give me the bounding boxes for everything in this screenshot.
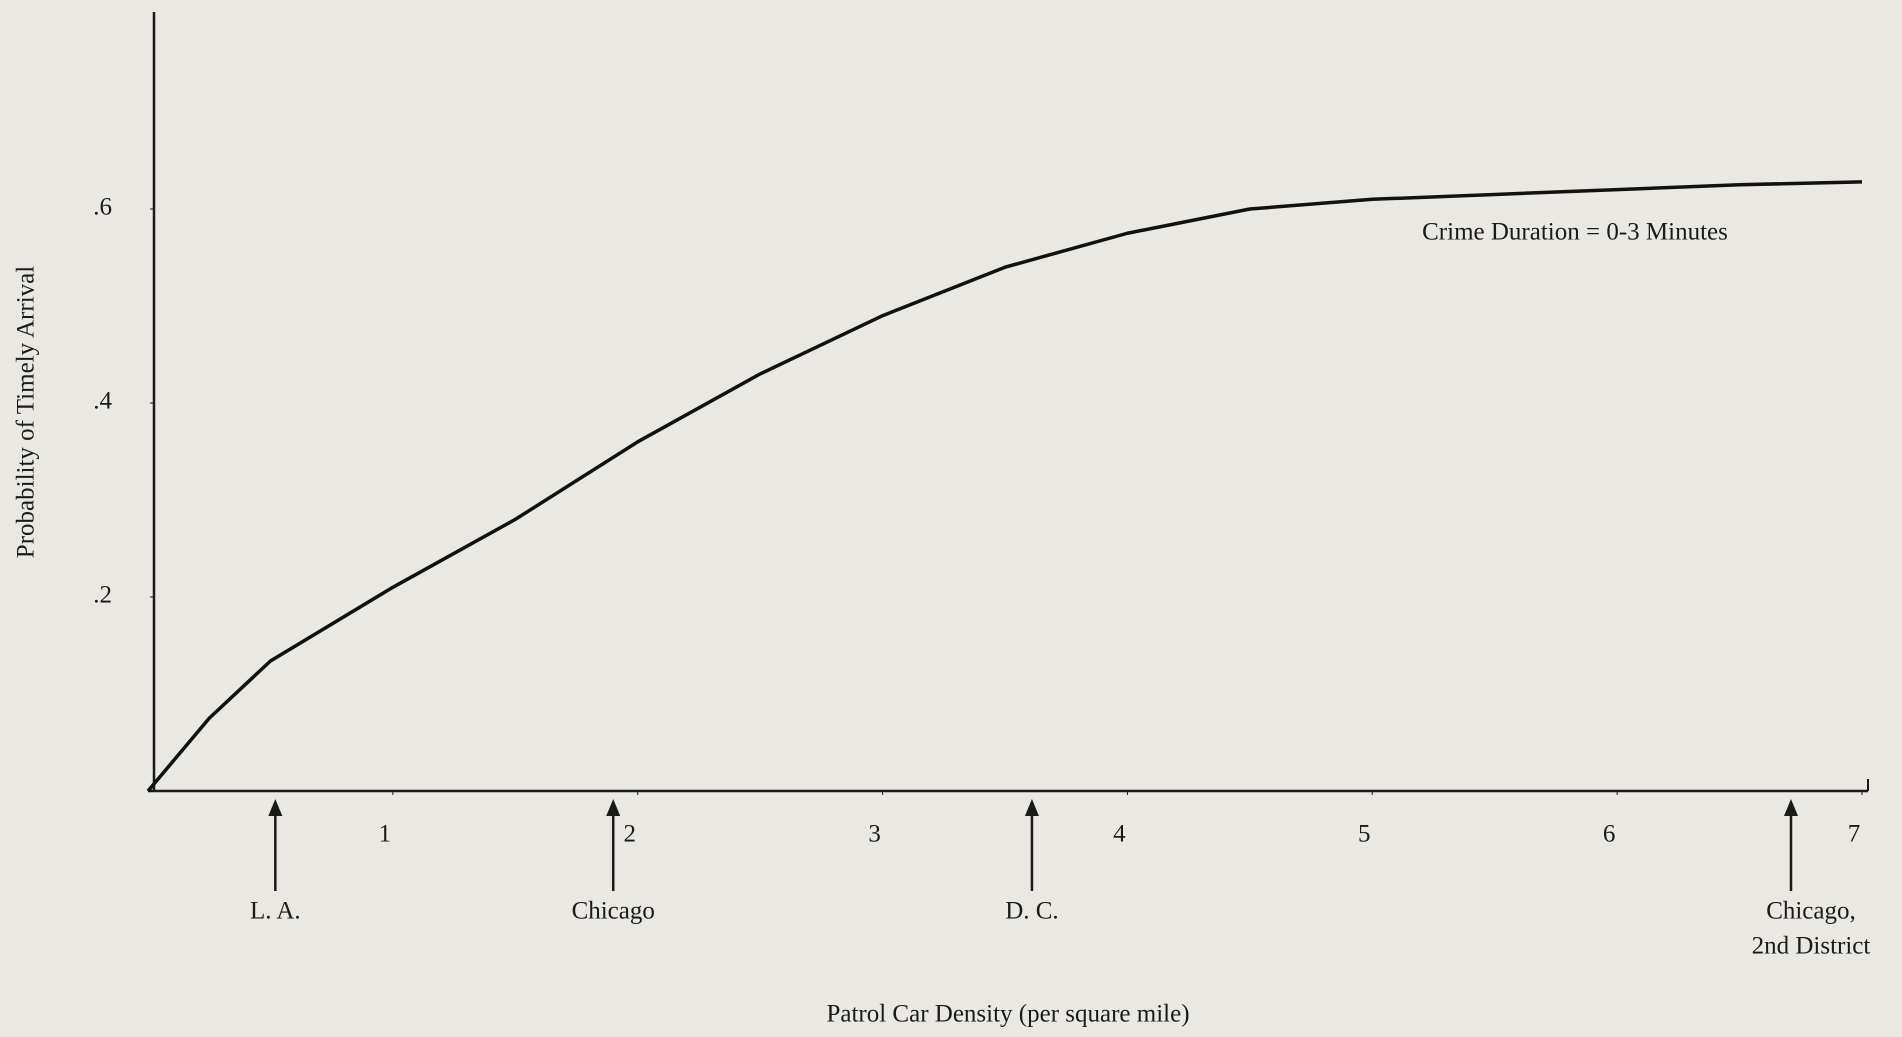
x-tick-label: 3	[868, 821, 881, 848]
x-tick-label: 4	[1113, 821, 1126, 848]
arrow-head	[1024, 799, 1039, 816]
arrow-head	[1783, 799, 1798, 816]
arrow-label: 2nd District	[1752, 933, 1871, 960]
x-tick-label: 7	[1848, 821, 1861, 848]
arrow-label: L. A.	[250, 898, 301, 925]
x-tick-label: 2	[623, 821, 636, 848]
y-axis-label: Probability of Timely Arrival	[13, 266, 40, 558]
y-tick-label: .2	[93, 582, 112, 609]
arrow-label: Chicago,	[1766, 898, 1856, 925]
y-tick-label: .6	[93, 194, 112, 221]
x-tick-label: 1	[379, 821, 392, 848]
line-series	[146, 180, 1863, 793]
arrow-label: D. C.	[1005, 898, 1058, 925]
y-tick-label: .4	[93, 388, 112, 415]
x-axis-label: Patrol Car Density (per square mile)	[826, 1001, 1189, 1028]
arrow-head	[268, 799, 283, 816]
x-tick-label: 6	[1603, 821, 1616, 848]
x-tick-label: 5	[1358, 821, 1371, 848]
series-label: Crime Duration = 0-3 Minutes	[1422, 219, 1728, 246]
arrow-label: Chicago	[572, 898, 655, 925]
arrow-head	[606, 799, 621, 816]
